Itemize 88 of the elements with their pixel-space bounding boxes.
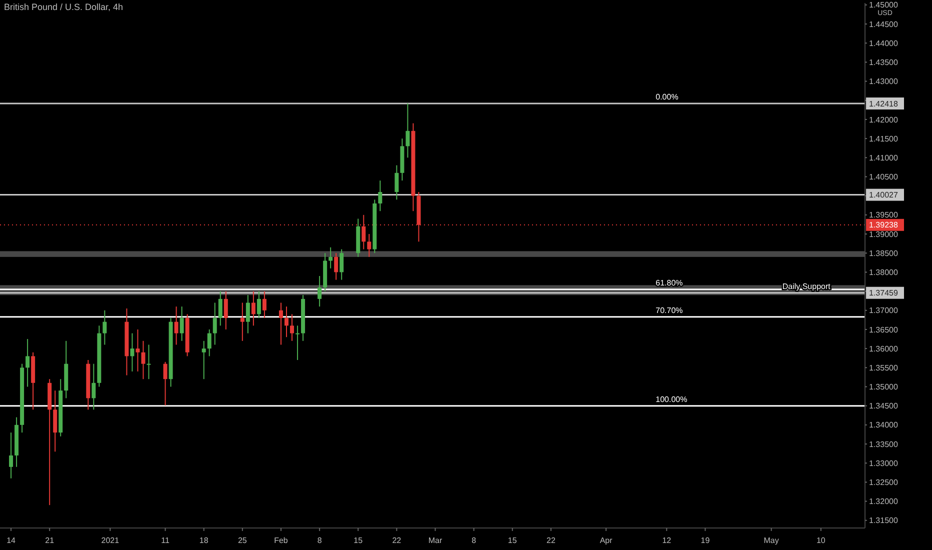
annotation: 0.00%: [656, 92, 678, 102]
candlestick: [378, 180, 382, 212]
y-tick-label: 1.36500: [869, 325, 898, 334]
x-tick-label: May: [764, 536, 779, 545]
x-tick-label: 12: [662, 536, 672, 545]
x-tick-label: 8: [472, 536, 477, 545]
y-tick-label: 1.39500: [869, 210, 898, 220]
y-tick-label: 1.44500: [869, 20, 898, 29]
candlestick: [284, 306, 288, 338]
y-tick-label: 1.42000: [869, 115, 898, 124]
x-tick-label: 15: [508, 536, 518, 545]
candlestick: [328, 246, 333, 269]
x-tick-label: 14: [6, 536, 16, 545]
x-tick-label: 11: [161, 536, 170, 545]
ref-line-label: 1.39238: [869, 220, 898, 230]
y-tick-label: 1.34500: [869, 402, 898, 411]
y-tick-label: 1.37000: [869, 306, 898, 316]
candlestick: [224, 290, 228, 330]
y-tick-label: 1.40500: [869, 172, 898, 182]
candlestick: [251, 290, 256, 326]
annotation: 70.70%: [656, 306, 683, 315]
annotation: 61.80%: [656, 278, 683, 288]
candlestick: [367, 234, 372, 258]
candlestick: [174, 306, 178, 346]
x-tick-label: 22: [546, 536, 556, 545]
candlestick: [9, 432, 14, 479]
y-tick-label: 1.39000: [869, 230, 898, 239]
annotation: 100.00%: [656, 394, 688, 404]
x-tick-label: 15: [354, 536, 364, 545]
x-tick-label: Feb: [274, 536, 288, 545]
candlestick: [256, 290, 261, 318]
candlestick: [207, 328, 212, 357]
candlestick: [136, 328, 140, 372]
x-tick-label: Apr: [600, 536, 613, 545]
candlestick: [202, 340, 206, 380]
candlestick: [406, 102, 410, 158]
y-tick-label: 1.41000: [869, 153, 898, 162]
x-tick-label: 19: [700, 536, 710, 545]
candlestick: [212, 302, 217, 346]
y-tick-label: 1.45000: [869, 0, 898, 10]
candlestick: [394, 164, 399, 200]
y-tick-label: 1.32000: [869, 497, 898, 506]
chart-title: British Pound / U.S. Dollar, 4h: [4, 2, 124, 12]
candlestick: [163, 361, 168, 406]
candlestick: [141, 340, 146, 380]
x-tick-label: 2021: [101, 536, 120, 545]
y-tick-label: 1.41500: [869, 134, 898, 144]
candlestick: [240, 302, 244, 342]
y-tick-label: 1.43500: [869, 58, 898, 67]
candlestick: [218, 290, 222, 326]
y-tick-label: 1.38500: [869, 248, 898, 258]
candlestick: [246, 294, 250, 334]
y-tick-label: 1.43000: [869, 77, 898, 86]
y-tick-label: 1.32500: [869, 478, 898, 487]
candlestick: [334, 252, 338, 280]
ref-line-label: 1.40027: [869, 190, 898, 200]
y-tick-label: 1.38000: [869, 268, 898, 277]
candlestick: [180, 306, 184, 342]
x-tick-label: 22: [392, 536, 402, 545]
candlestick: [296, 325, 300, 360]
candlestick: [262, 290, 266, 318]
candlestick: [340, 248, 344, 280]
candlestick: [53, 390, 58, 452]
x-tick-label: 10: [816, 536, 826, 545]
ref-line-label: 1.42418: [869, 99, 898, 108]
annotation: Daily Support: [782, 282, 832, 291]
candlestick: [290, 314, 294, 342]
y-tick-label: 1.35000: [869, 382, 898, 392]
candlestick: [92, 363, 96, 410]
y-tick-label: 1.31500: [869, 516, 898, 526]
y-tick-label: 1.33000: [869, 458, 898, 468]
x-tick-label: 25: [238, 536, 248, 545]
candlestick: [102, 310, 107, 346]
candlestick: [146, 344, 151, 380]
x-tick-label: 8: [317, 536, 322, 545]
y-tick-label: 1.35500: [869, 363, 898, 372]
candlestick: [278, 302, 283, 346]
y-tick-label: 1.34000: [869, 420, 898, 430]
y-tick-label: 1.36000: [869, 344, 898, 354]
x-tick-label: 18: [199, 536, 209, 545]
x-tick-label: 21: [45, 536, 55, 545]
ref-line-label: 1.37459: [869, 288, 898, 298]
candlestick: [318, 276, 322, 308]
candlestick: [26, 338, 30, 388]
candlestick: [130, 332, 134, 372]
x-tick-label: Mar: [428, 536, 442, 545]
y-tick-label: 1.44000: [869, 38, 898, 48]
y-tick-label: 1.33500: [869, 440, 898, 449]
